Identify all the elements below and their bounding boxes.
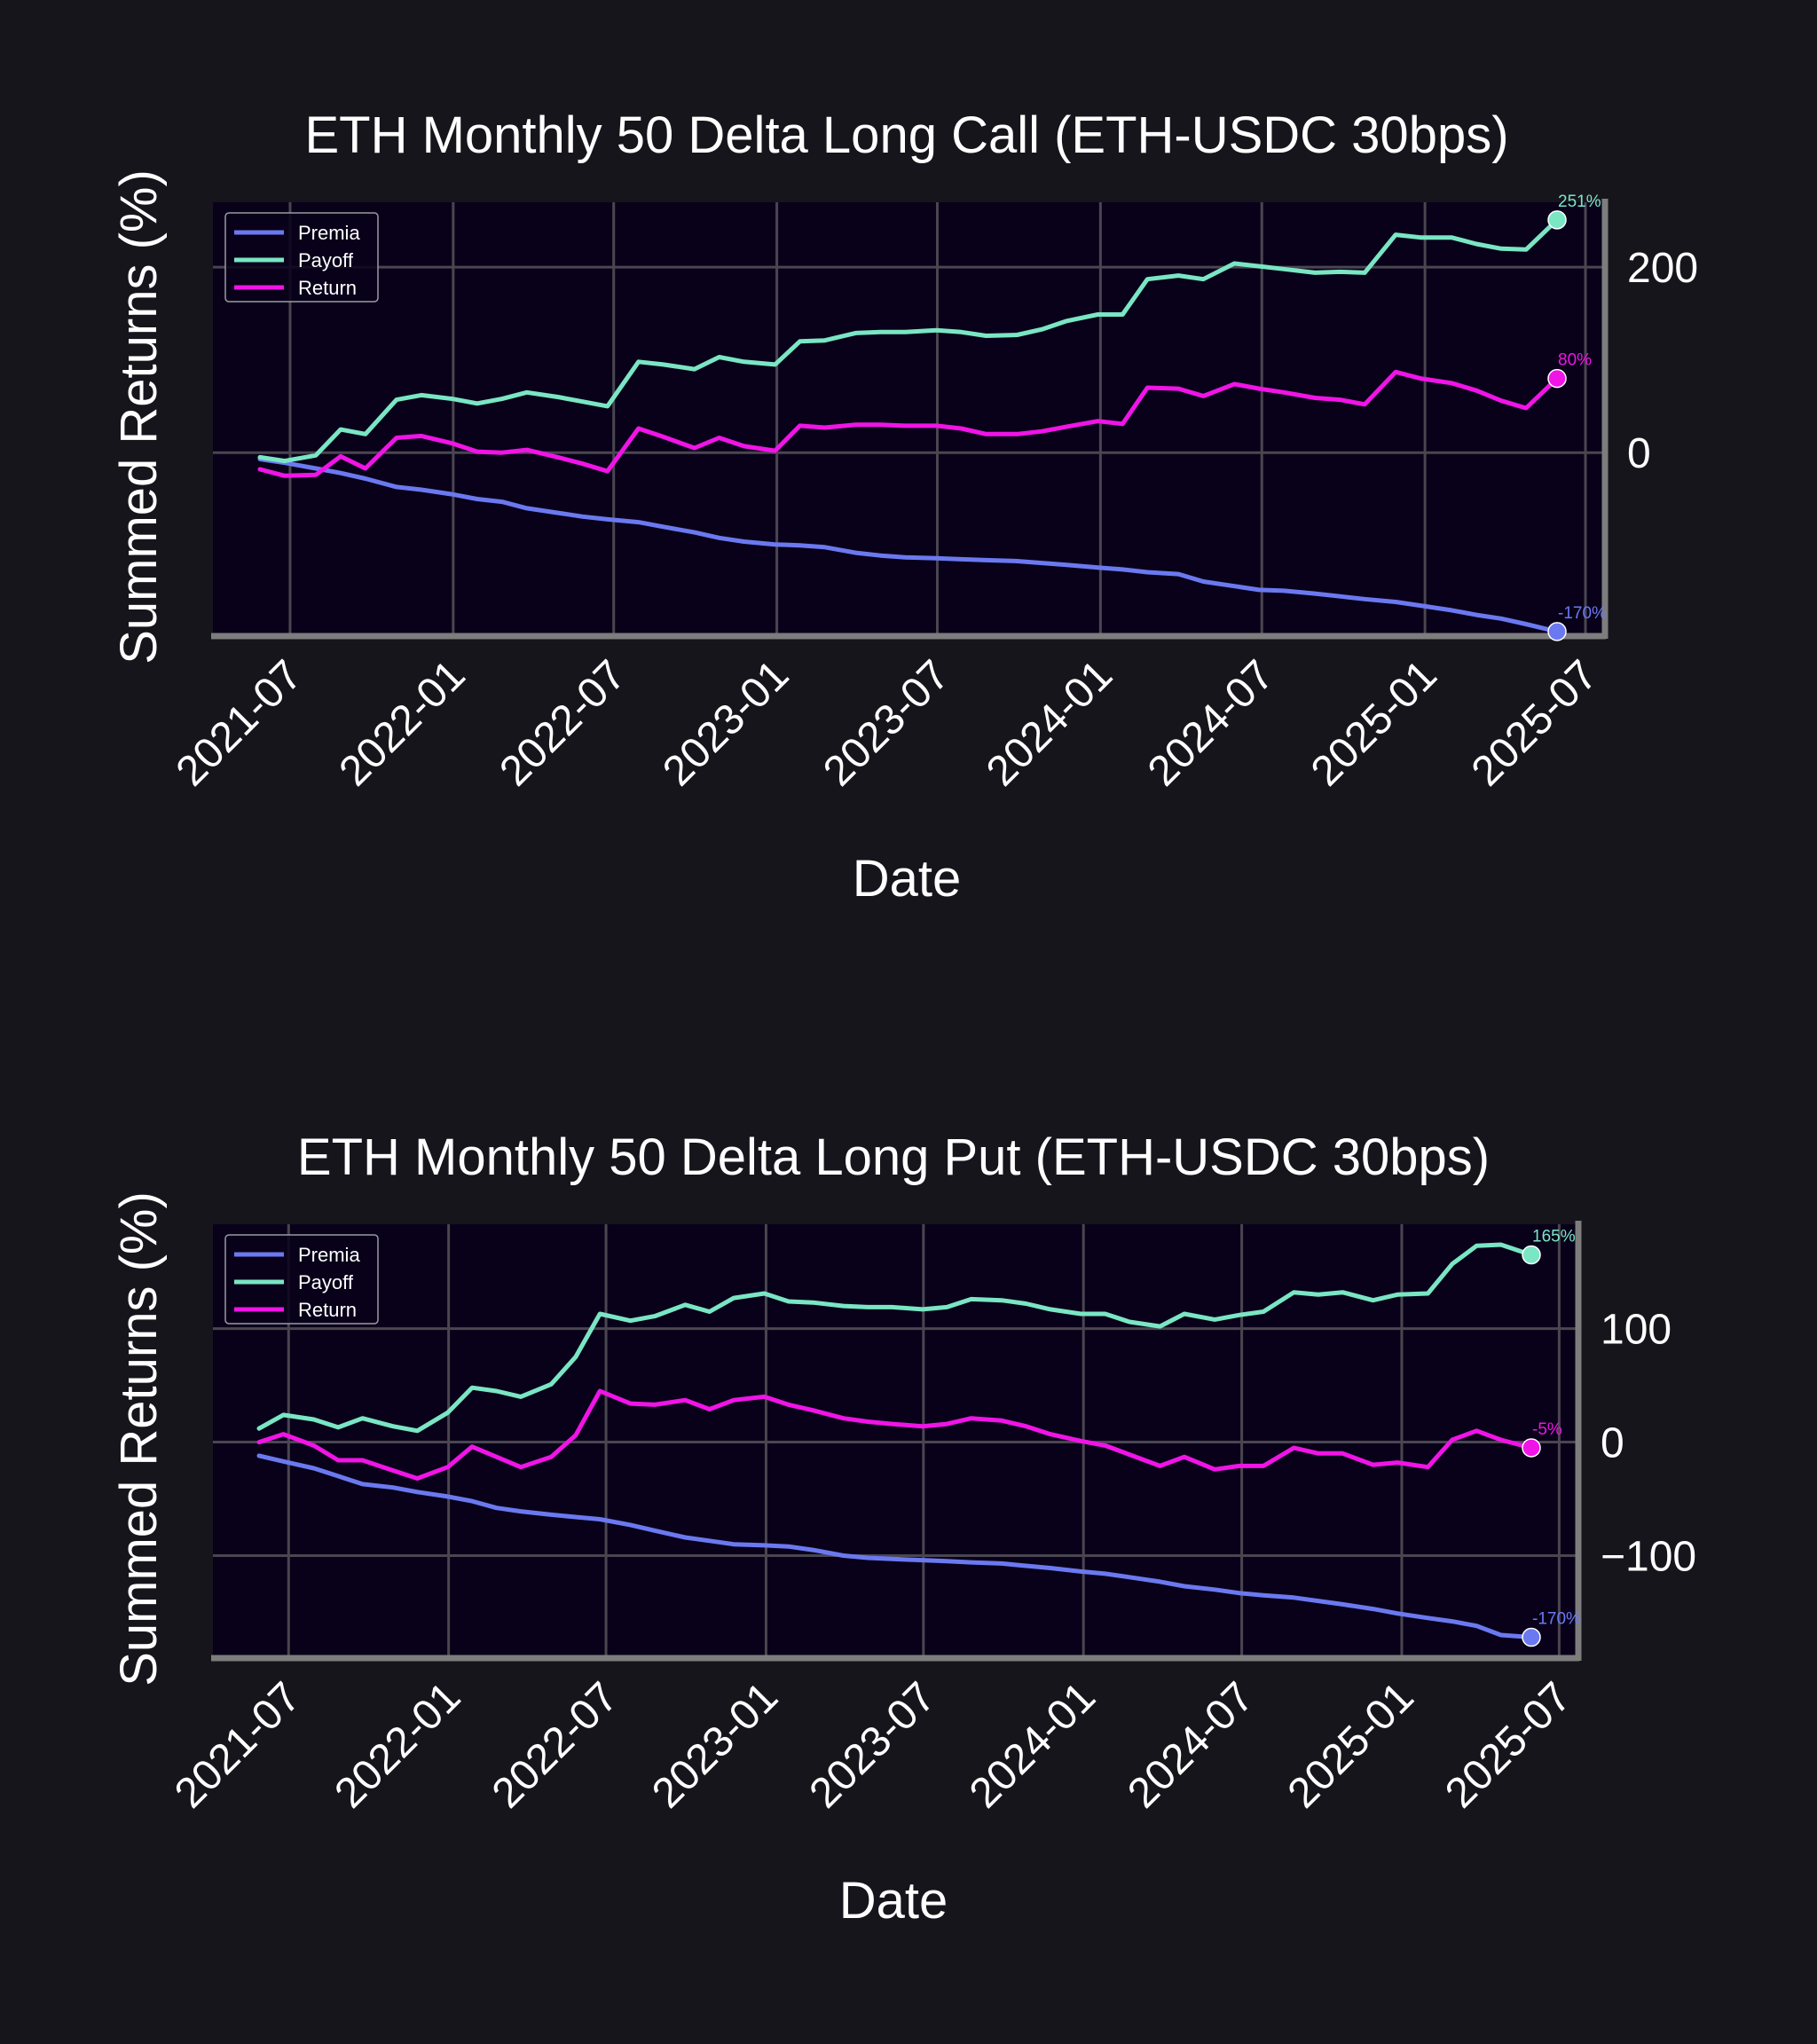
put-chart-title: ETH Monthly 50 Delta Long Put (ETH-USDC … bbox=[297, 1128, 1490, 1186]
call-x-axis-label: Date bbox=[853, 850, 962, 908]
put-premia-end-label: -170% bbox=[1532, 1610, 1581, 1629]
call-legend: Premia Payoff Return bbox=[224, 212, 379, 303]
put-series-return-line bbox=[256, 1388, 1534, 1481]
call-y-axis-label: Summed Returns (%) bbox=[110, 169, 168, 664]
call-payoff-end-marker bbox=[1547, 210, 1567, 230]
call-series-premia-line bbox=[257, 457, 1560, 634]
put-y-tick-label: −100 bbox=[1601, 1533, 1696, 1580]
put-y-axis-label: Summed Returns (%) bbox=[110, 1191, 168, 1686]
put-legend-return-label: Return bbox=[298, 1299, 357, 1321]
call-y-ticks: 0 200 bbox=[1627, 245, 1698, 477]
call-legend-premia-label: Premia bbox=[298, 222, 360, 244]
call-return-end-marker bbox=[1547, 368, 1567, 389]
call-series-payoff-line bbox=[257, 217, 1560, 464]
put-series-lines bbox=[256, 1242, 1534, 1639]
put-payoff-end-marker bbox=[1522, 1245, 1541, 1265]
call-premia-end-marker bbox=[1547, 622, 1567, 641]
put-return-end-marker bbox=[1522, 1438, 1541, 1458]
call-legend-return-label: Return bbox=[298, 277, 357, 299]
call-plot-area bbox=[213, 202, 1602, 633]
call-grid bbox=[213, 202, 1602, 633]
call-axis-spines bbox=[211, 199, 1609, 640]
call-legend-box bbox=[224, 212, 379, 303]
put-end-markers: -170% 165% -5% bbox=[1522, 1228, 1581, 1647]
put-legend-premia-label: Premia bbox=[298, 1244, 360, 1266]
call-y-tick-label: 0 bbox=[1627, 430, 1651, 477]
put-y-tick-label: 100 bbox=[1601, 1307, 1671, 1354]
put-y-ticks: −100 0 100 bbox=[1601, 1307, 1696, 1581]
put-x-axis-label: Date bbox=[839, 1872, 948, 1930]
call-series-return-line bbox=[257, 369, 1560, 478]
call-return-end-label: 80% bbox=[1558, 351, 1592, 370]
put-series-premia-line bbox=[256, 1453, 1534, 1639]
put-series-payoff-line bbox=[256, 1242, 1534, 1434]
call-end-markers: -170% 251% 80% bbox=[1547, 193, 1607, 641]
call-payoff-end-label: 251% bbox=[1558, 193, 1601, 211]
put-premia-end-marker bbox=[1522, 1627, 1541, 1647]
put-return-end-label: -5% bbox=[1532, 1420, 1562, 1439]
put-payoff-end-label: 165% bbox=[1532, 1228, 1576, 1246]
call-premia-end-label: -170% bbox=[1558, 604, 1607, 623]
put-legend-payoff-label: Payoff bbox=[298, 1271, 354, 1293]
put-legend: Premia Payoff Return bbox=[224, 1234, 379, 1325]
put-plot-area bbox=[213, 1224, 1576, 1655]
put-y-tick-label: 0 bbox=[1601, 1420, 1624, 1467]
call-legend-payoff-label: Payoff bbox=[298, 249, 354, 271]
call-y-tick-label: 200 bbox=[1627, 245, 1698, 292]
put-axis-spines bbox=[211, 1221, 1582, 1662]
call-chart-title: ETH Monthly 50 Delta Long Call (ETH-USDC… bbox=[304, 106, 1508, 164]
call-series-lines bbox=[257, 217, 1560, 634]
put-legend-box bbox=[224, 1234, 379, 1325]
